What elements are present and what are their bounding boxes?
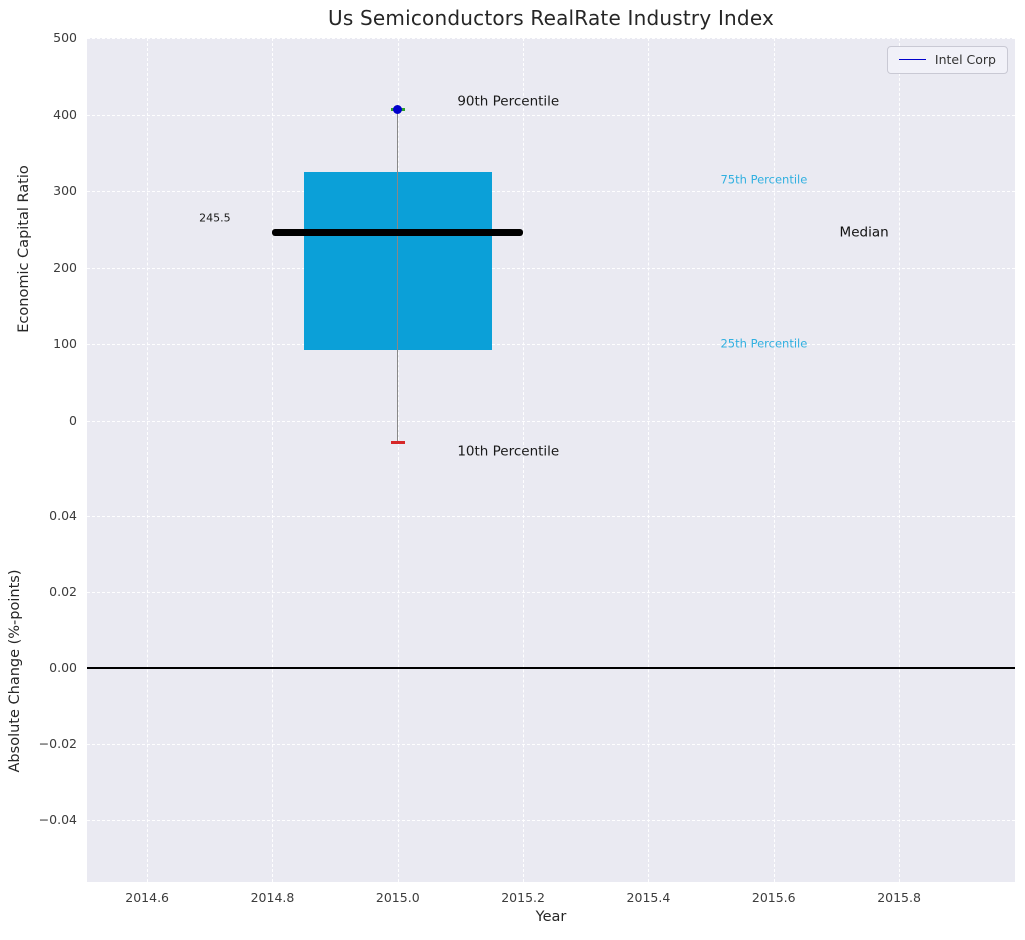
y-tick-label-bottom: −0.04 [38, 812, 77, 828]
y-tick-label-top: 200 [53, 259, 77, 275]
y-tick-label-bottom: 0.02 [49, 583, 77, 599]
y-tick-label-bottom: 0.04 [49, 507, 77, 523]
y-tick-label-top: 500 [53, 30, 77, 45]
annotation-75th-percentile: 75th Percentile [720, 172, 808, 187]
gridline-vertical [648, 38, 650, 460]
legend-intel-label: Intel Corp [934, 52, 996, 67]
x-tick-label: 2015.4 [626, 890, 671, 905]
annotation-10th-percentile: 10th Percentile [457, 443, 560, 460]
gridline-vertical [899, 460, 901, 882]
gridline-vertical [272, 460, 274, 882]
legend: Intel Corp [886, 46, 1008, 74]
gridline-vertical [147, 460, 149, 882]
x-tick-label: 2014.6 [125, 890, 170, 905]
gridline-vertical [397, 460, 399, 882]
legend-intel-line-swatch [898, 59, 926, 60]
x-tick-label: 2015.8 [877, 890, 921, 905]
chart-title: Us Semiconductors RealRate Industry Inde… [327, 6, 775, 30]
gridline-horizontal [87, 515, 1015, 517]
gridline-vertical [523, 460, 525, 882]
x-tick-label: 2015.2 [501, 890, 545, 905]
gridline-vertical [523, 38, 525, 460]
gridline-horizontal [87, 420, 1015, 422]
y-tick-label-top: 300 [53, 183, 77, 199]
gridline-vertical [773, 460, 775, 882]
x-tick-label: 2015.0 [375, 890, 420, 905]
plot-area-bottom [87, 460, 1015, 882]
zero-line [87, 667, 1015, 669]
gridline-vertical [648, 460, 650, 882]
gridline-horizontal [87, 191, 1015, 193]
y-tick-label-top: 0 [69, 412, 77, 428]
y-tick-label-top: 100 [53, 336, 77, 352]
gridline-vertical [773, 38, 775, 460]
whisker-line [397, 109, 399, 443]
cap-10th-percentile [390, 441, 405, 444]
x-tick-label: 2015.6 [751, 890, 796, 905]
gridline-horizontal [87, 38, 1015, 39]
y-axis-label-bottom: Absolute Change (%-points) [7, 569, 23, 773]
y-tick-label-bottom: −0.02 [38, 735, 77, 751]
median-line [272, 229, 524, 237]
intel-corp-marker [393, 104, 403, 114]
gridline-vertical [147, 38, 149, 460]
y-tick-label-bottom: 0.00 [49, 659, 77, 675]
x-tick-label: 2014.8 [250, 890, 295, 905]
x-axis-label: Year [535, 909, 567, 925]
gridline-vertical [899, 38, 901, 460]
annotation-245-5: 245.5 [199, 211, 231, 225]
plot-area-top [87, 38, 1015, 460]
gridline-horizontal [87, 114, 1015, 116]
gridline-horizontal [87, 743, 1015, 745]
annotation-90th-percentile: 90th Percentile [457, 93, 560, 110]
gridline-vertical [272, 38, 274, 460]
gridline-horizontal [87, 344, 1015, 346]
annotation-25th-percentile: 25th Percentile [720, 336, 808, 351]
y-tick-label-top: 400 [53, 106, 77, 122]
gridline-horizontal [87, 591, 1015, 593]
gridline-horizontal [87, 820, 1015, 822]
annotation-median: Median [839, 224, 889, 241]
gridline-horizontal [87, 267, 1015, 269]
